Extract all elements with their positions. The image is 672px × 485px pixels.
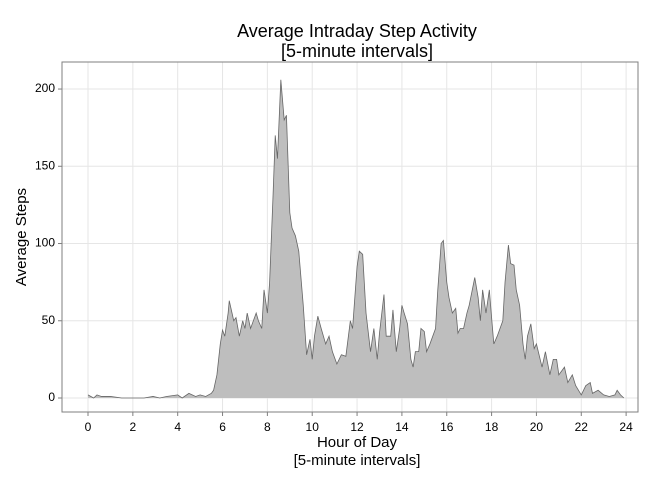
area-outline: [87, 79, 625, 399]
x-tick-label: 16: [440, 420, 454, 434]
x-tick-label: 12: [350, 420, 364, 434]
y-axis-label: Average Steps: [13, 188, 30, 286]
x-axis-label: Hour of Day: [317, 434, 398, 451]
x-tick-label: 8: [264, 420, 271, 434]
area: [88, 79, 624, 399]
chart-title: Average Intraday Step Activity: [237, 21, 477, 41]
y-tick-label: 150: [35, 158, 55, 172]
chart-subtitle: [5-minute intervals]: [281, 41, 433, 61]
y-tick-label: 0: [48, 390, 55, 404]
y-tick-label: 50: [42, 313, 56, 327]
x-axis-subtitle: [5-minute intervals]: [294, 452, 421, 469]
x-tick-label: 2: [130, 420, 137, 434]
x-tick-label: 20: [530, 420, 544, 434]
plot-border: [61, 61, 639, 413]
x-tick-label: 10: [306, 420, 320, 434]
x-tick-label: 24: [619, 420, 633, 434]
y-tick-label: 200: [35, 81, 55, 95]
x-tick-label: 14: [395, 420, 409, 434]
x-tick-label: 22: [575, 420, 589, 434]
y-tick-label: 100: [35, 236, 55, 250]
x-tick-label: 6: [219, 420, 226, 434]
x-tick-label: 0: [85, 420, 92, 434]
x-tick-label: 4: [174, 420, 181, 434]
x-tick-label: 18: [485, 420, 499, 434]
